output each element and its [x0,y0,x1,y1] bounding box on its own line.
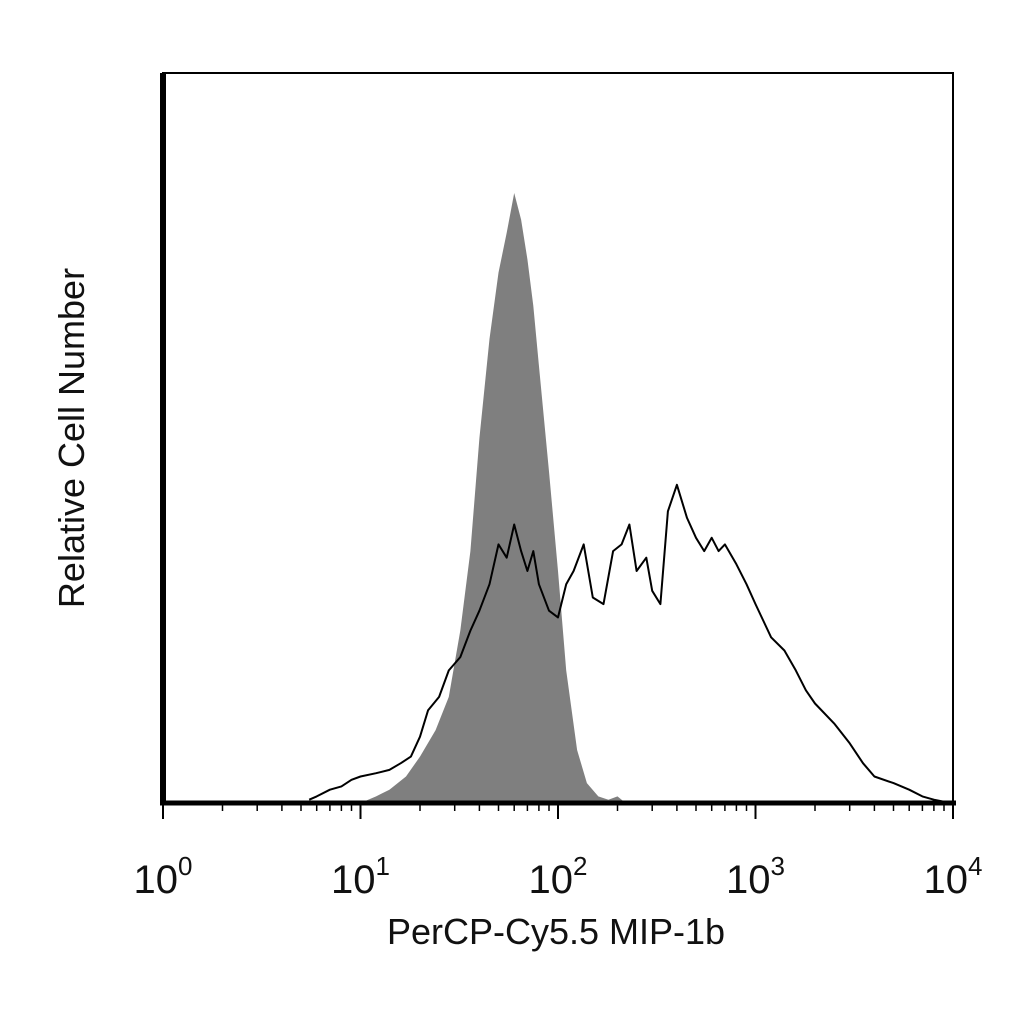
x-axis-title: PerCP-Cy5.5 MIP-1b [387,911,725,952]
x-tick-label: 100 [134,851,193,902]
filled-histogram-series [360,193,626,803]
x-tick-label: 104 [924,851,983,902]
outline-histogram-series [308,483,945,803]
x-tick-label: 102 [529,851,588,902]
x-tick-label: 103 [726,851,785,902]
x-tick-label: 101 [331,851,390,902]
y-axis-title: Relative Cell Number [51,268,92,608]
